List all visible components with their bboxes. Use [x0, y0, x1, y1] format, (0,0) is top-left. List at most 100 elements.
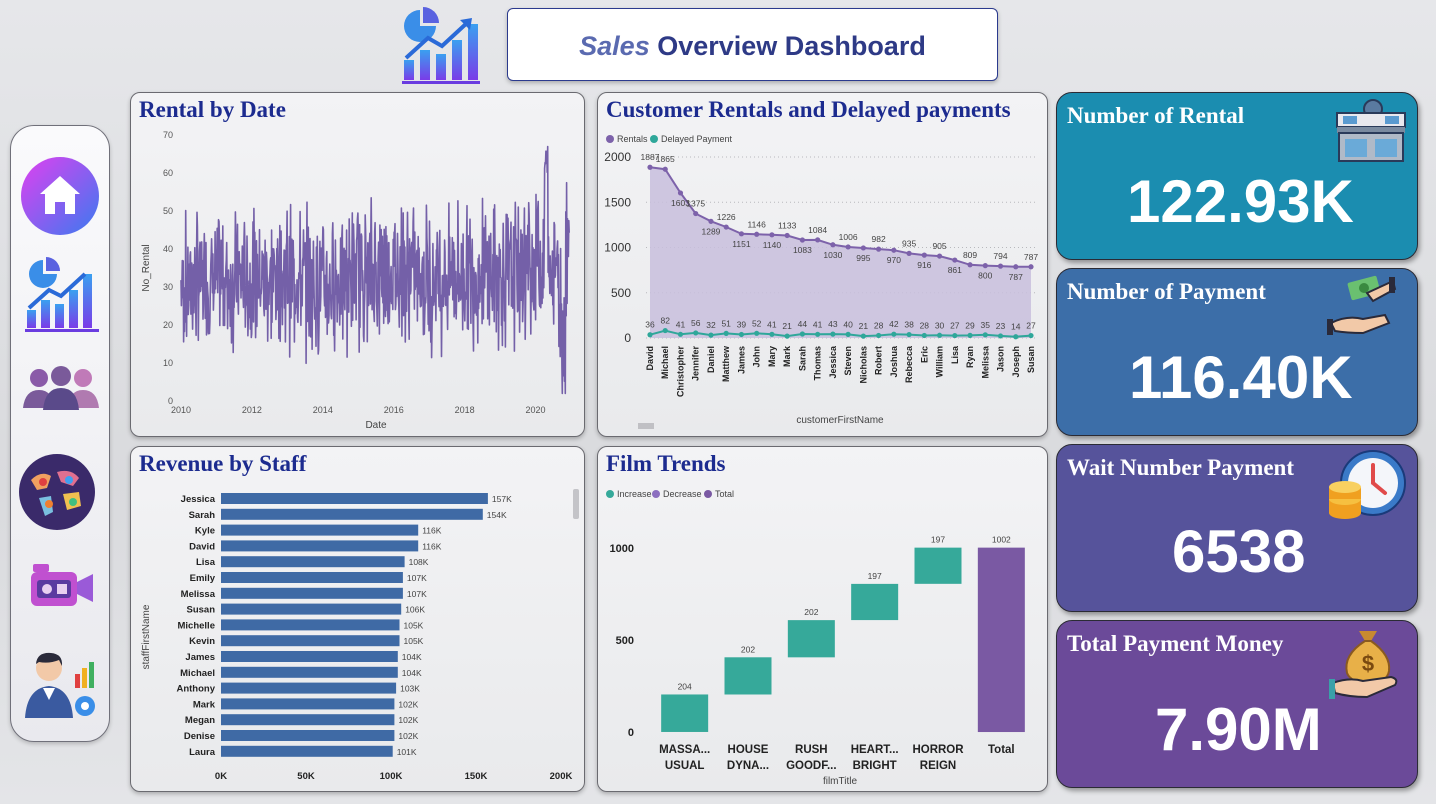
- rentals-data-label: 995: [856, 253, 870, 263]
- report-chart-icon[interactable]: [23, 254, 101, 334]
- delayed-data-label: 41: [813, 319, 823, 329]
- rentals-data-label: 1375: [686, 199, 705, 209]
- kpi-number-of-payment: Number of Payment 116.40K: [1056, 268, 1418, 436]
- film-trends-panel: Film Trends Increase Decrease Total 0 500 100…: [597, 446, 1048, 792]
- rentals-data-label: 1133: [778, 220, 797, 230]
- rentals-area: [650, 167, 1031, 338]
- legend-label: Rentals: [617, 134, 648, 144]
- y-tick-label: Denise: [184, 731, 215, 742]
- film-trends-chart: Increase Decrease Total 0 500 1000 204 MASSA...…: [606, 489, 1025, 787]
- x-tick-label: Joshua: [889, 345, 899, 378]
- rentals-point: [860, 245, 866, 251]
- staff-bar: [221, 603, 402, 615]
- kpi-number-of-rental: Number of Rental 122.93K: [1056, 92, 1418, 260]
- waterfall-increase-bar: [914, 547, 962, 584]
- money-bag-icon: $: [1329, 625, 1405, 701]
- rentals-point: [784, 232, 790, 239]
- y-tick-label: Lisa: [196, 557, 216, 568]
- staff-data-label: 105K: [404, 620, 424, 630]
- y-tick-label: 1000: [610, 543, 634, 555]
- legend-label: Decrease: [663, 489, 702, 499]
- delayed-data-label: 35: [981, 320, 991, 330]
- y-tick-label: Michelle: [178, 620, 216, 631]
- x-tick-label: HEART...: [851, 744, 899, 756]
- rentals-data-label: 1887: [641, 152, 660, 162]
- staff-bar: [221, 508, 483, 520]
- home-icon[interactable]: [20, 156, 102, 238]
- staff-bar: [221, 556, 405, 568]
- y-tick-label: 10: [163, 358, 173, 368]
- waterfall-increase-bar: [724, 657, 772, 695]
- delayed-point: [997, 333, 1004, 339]
- rentals-data-label: 809: [963, 250, 977, 260]
- kpi-value: 7.90M: [1155, 696, 1322, 763]
- x-tick-label: David: [645, 346, 655, 371]
- y-tick-label: 2000: [604, 150, 631, 164]
- delayed-data-label: 21: [782, 321, 792, 331]
- delayed-point: [1013, 334, 1019, 340]
- legend-marker: [652, 490, 660, 498]
- video-camera-icon[interactable]: [29, 562, 95, 612]
- y-tick-label: 30: [163, 282, 173, 292]
- staff-data-label: 105K: [404, 636, 424, 646]
- staff-bar: [221, 635, 400, 647]
- x-tick-label: Steven: [843, 346, 853, 376]
- x-tick-label: 0K: [215, 771, 227, 782]
- delayed-point: [723, 330, 729, 336]
- rentals-data-label: 1289: [701, 226, 720, 236]
- waterfall-increase-bar: [787, 620, 835, 658]
- x-tick-label: RUSH: [795, 744, 828, 756]
- x-axis-label: filmTitle: [823, 776, 858, 787]
- analyst-icon[interactable]: [21, 650, 101, 720]
- rentals-point: [723, 224, 729, 230]
- waterfall-data-label: 197: [868, 571, 882, 581]
- rentals-point: [708, 218, 714, 224]
- users-icon[interactable]: [21, 364, 101, 414]
- staff-data-label: 101K: [397, 747, 417, 757]
- legend-marker: [606, 490, 614, 498]
- y-tick-label: Kevin: [189, 636, 215, 647]
- delayed-data-label: 27: [950, 321, 960, 331]
- y-tick-label: 20: [163, 320, 173, 330]
- y-axis-label: No_Rental: [141, 244, 152, 291]
- world-map-icon[interactable]: [17, 452, 97, 532]
- rentals-data-label: 935: [902, 238, 916, 248]
- rentals-data-label: 1603: [671, 198, 690, 208]
- delayed-data-label: 30: [935, 320, 945, 330]
- delayed-data-label: 42: [889, 319, 899, 329]
- rentals-point: [936, 253, 943, 259]
- delayed-point: [952, 332, 958, 339]
- x-tick-label: 50K: [297, 771, 315, 782]
- delayed-point: [830, 331, 836, 337]
- x-tick-label: Jessica: [828, 345, 838, 379]
- delayed-data-label: 44: [798, 319, 808, 329]
- rentals-data-label: 1030: [823, 250, 842, 260]
- rentals-point: [1028, 264, 1034, 270]
- delayed-point: [936, 332, 943, 338]
- x-tick-label: Daniel: [706, 346, 716, 373]
- y-tick-label: Anthony: [176, 684, 215, 695]
- waterfall-data-label: 202: [804, 607, 818, 617]
- waterfall-data-label: 1002: [992, 535, 1011, 545]
- staff-bar: [221, 540, 419, 552]
- x-tick-label: Total: [988, 744, 1015, 756]
- rentals-data-label: 982: [872, 234, 886, 244]
- y-tick-label: 500: [616, 635, 634, 647]
- x-tick-label: 2018: [455, 405, 475, 415]
- film-trends-title: Film Trends: [606, 451, 726, 476]
- rentals-point: [677, 190, 684, 196]
- rentals-data-label: 1083: [793, 245, 812, 255]
- x-tick-label: Jason: [996, 346, 1006, 372]
- y-tick-label: Michael: [180, 668, 215, 679]
- rentals-point: [693, 210, 699, 217]
- x-tick-label: James: [736, 346, 746, 374]
- rentals-data-label: 861: [948, 265, 962, 275]
- staff-data-label: 116K: [422, 541, 442, 551]
- x-tick-label: 2010: [171, 405, 191, 415]
- y-tick-label: 60: [163, 168, 173, 178]
- staff-bar: [221, 682, 397, 694]
- kpi-value: 6538: [1172, 518, 1306, 585]
- staff-data-label: 106K: [405, 605, 425, 615]
- delayed-data-label: 29: [965, 320, 975, 330]
- delayed-point: [845, 331, 851, 337]
